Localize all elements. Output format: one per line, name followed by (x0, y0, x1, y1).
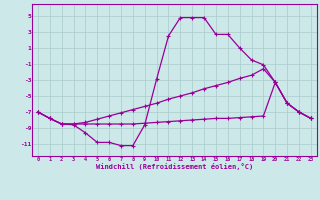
X-axis label: Windchill (Refroidissement éolien,°C): Windchill (Refroidissement éolien,°C) (96, 163, 253, 170)
